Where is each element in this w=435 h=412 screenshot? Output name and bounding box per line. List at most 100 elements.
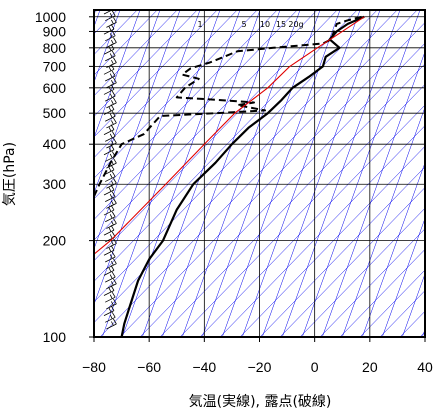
isotherm-line bbox=[179, 84, 425, 337]
isotherm-line bbox=[94, 10, 198, 117]
wind-barb bbox=[103, 224, 115, 236]
isotherm-line bbox=[94, 10, 338, 262]
y-tick-label: 300 bbox=[43, 176, 67, 192]
wind-barb bbox=[105, 111, 116, 122]
mixing-ratio-label: 15 bbox=[276, 20, 286, 29]
wind-barb bbox=[103, 84, 115, 95]
y-tick-label: 400 bbox=[43, 136, 67, 152]
dry-adiabat-line bbox=[402, 273, 425, 337]
dry-adiabat-line bbox=[262, 10, 381, 337]
dry-adiabat-line bbox=[382, 217, 425, 337]
isotherm-line bbox=[94, 10, 398, 323]
dry-adiabat-line bbox=[162, 10, 281, 337]
wind-barb bbox=[105, 211, 116, 223]
x-tick-label: −60 bbox=[137, 359, 161, 375]
x-tick-label: −40 bbox=[192, 359, 216, 375]
y-axis-title: 気圧(hPa) bbox=[2, 142, 18, 206]
isotherm-line bbox=[259, 166, 425, 337]
isotherm-line bbox=[94, 10, 278, 200]
isotherm-line bbox=[99, 10, 418, 337]
isotherm-line bbox=[299, 207, 425, 337]
wind-barb bbox=[103, 144, 115, 156]
x-tick-label: −80 bbox=[82, 359, 106, 375]
dry-adiabat-line bbox=[222, 10, 341, 337]
wind-barb bbox=[103, 44, 115, 55]
wind-barb bbox=[103, 124, 115, 135]
isotherm-line bbox=[339, 249, 425, 337]
isotherm-line bbox=[94, 10, 238, 158]
wind-barb bbox=[103, 23, 115, 35]
x-axis-title: 気温(実線), 露点(破線) bbox=[189, 394, 332, 410]
wind-barb bbox=[105, 30, 116, 42]
isotherm-line bbox=[219, 125, 425, 337]
dry-adiabat-line bbox=[282, 10, 401, 337]
dry-adiabat-line bbox=[94, 10, 201, 306]
wind-barb bbox=[105, 271, 116, 283]
isotherm-line bbox=[139, 42, 425, 337]
wind-barb bbox=[103, 204, 115, 216]
wind-barb bbox=[103, 305, 115, 316]
wind-barb bbox=[103, 104, 115, 115]
dry-adiabat-line bbox=[182, 10, 301, 337]
wind-barb bbox=[105, 131, 116, 142]
wind-barb bbox=[106, 318, 117, 330]
y-tick-label: 600 bbox=[43, 80, 67, 96]
dry-adiabat-line bbox=[302, 10, 421, 337]
temperature-line bbox=[120, 15, 365, 337]
isotherm-line bbox=[94, 10, 218, 138]
dry-adiabat-line bbox=[362, 162, 425, 337]
wind-barb bbox=[105, 70, 116, 82]
isotherm-line bbox=[94, 10, 158, 76]
dry-adiabat-line bbox=[94, 10, 141, 139]
y-tick-label: 700 bbox=[43, 58, 67, 74]
dry-adiabat-line bbox=[322, 50, 425, 337]
y-tick-label: 500 bbox=[43, 105, 67, 121]
isotherm-line bbox=[279, 187, 425, 337]
isotherm-line bbox=[199, 104, 425, 337]
isotherm-line bbox=[119, 22, 425, 337]
dry-adiabat-line bbox=[202, 10, 321, 337]
wind-barb bbox=[105, 171, 116, 182]
wind-barb bbox=[103, 245, 115, 256]
mixing-ratio-labels: 1 5 10 15 20g bbox=[197, 20, 303, 29]
grid bbox=[93, 10, 426, 338]
series-lines bbox=[94, 15, 365, 337]
wind-barb bbox=[103, 285, 115, 296]
mixing-ratio-label: 1 bbox=[197, 20, 202, 29]
wind-barb bbox=[105, 291, 116, 303]
x-tick-label: 0 bbox=[311, 359, 319, 375]
isotherm-line bbox=[239, 145, 425, 337]
isotherm-line bbox=[319, 228, 425, 337]
wind-barb bbox=[103, 64, 115, 75]
dry-adiabat-line bbox=[122, 10, 241, 337]
mixing-ratio-label: 20g bbox=[288, 20, 303, 29]
y-tick-label: 900 bbox=[43, 23, 67, 39]
x-tick-label: 20 bbox=[362, 359, 378, 375]
wind-barb bbox=[105, 251, 116, 263]
isotherm-line bbox=[94, 10, 318, 241]
y-tick-label: 800 bbox=[43, 40, 67, 56]
wind-barb bbox=[105, 10, 116, 22]
dry-adiabat-line bbox=[342, 106, 425, 337]
y-tick-label: 1000 bbox=[35, 9, 66, 25]
mixing-ratio-label: 5 bbox=[241, 20, 246, 29]
x-tick-label: −20 bbox=[248, 359, 272, 375]
wind-barb bbox=[105, 50, 116, 62]
wind-barb bbox=[103, 265, 115, 276]
dry-adiabat-line bbox=[94, 10, 181, 250]
y-tick-label: 200 bbox=[43, 233, 67, 249]
isotherm-line bbox=[94, 10, 358, 282]
wind-barb bbox=[103, 184, 115, 196]
parcel-line bbox=[94, 16, 365, 255]
wind-barb bbox=[105, 90, 116, 102]
dry-adiabat-line bbox=[94, 10, 121, 83]
wind-barb bbox=[105, 312, 116, 323]
x-tick-label: 40 bbox=[417, 359, 433, 375]
isotherm-line bbox=[94, 10, 178, 97]
isotherm-line bbox=[359, 269, 425, 337]
dewpoint-line bbox=[94, 15, 362, 197]
x-axis-ticks: −80 −60 −40 −20 0 20 40 bbox=[82, 337, 433, 375]
dry-adiabat-line bbox=[94, 10, 161, 195]
